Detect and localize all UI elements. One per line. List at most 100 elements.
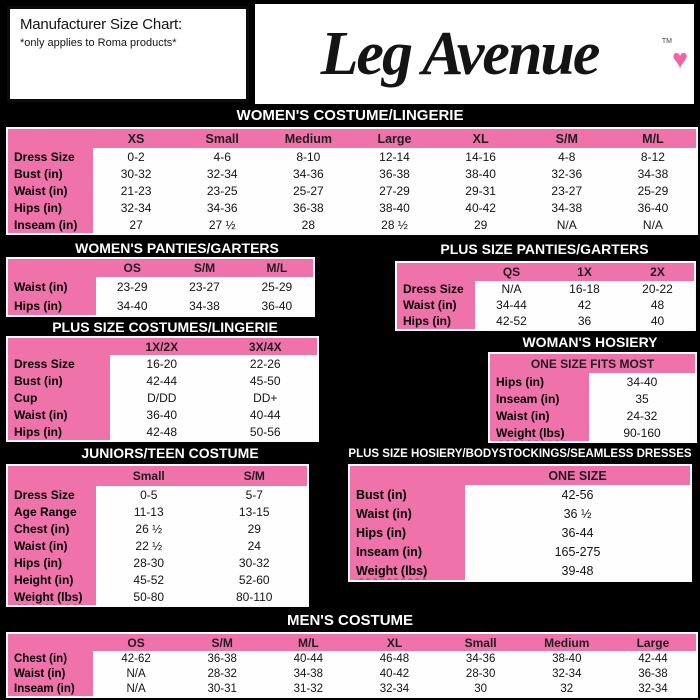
size-table-row: Dress Size 0-5 5-7 [8, 486, 307, 503]
size-value-cell: 34-40 [589, 373, 695, 390]
size-value-cell: 30-32 [93, 165, 180, 182]
size-value-cell: 0-2 [93, 148, 180, 165]
size-table-row: Weight (lbs) 50-80 80-110 [8, 588, 307, 605]
banner-womans-hosiery: WOMAN'S HOSIERY [522, 334, 658, 350]
size-column-header: S/M [179, 634, 266, 651]
size-table-row: Cup D/DD DD+ [8, 389, 317, 406]
size-value-cell: 34-36 [179, 199, 266, 216]
row-label: Waist (in) [8, 537, 96, 554]
size-value-cell: 42-44 [110, 372, 214, 389]
corner-cell [397, 263, 475, 281]
size-header-row: 1X/2X 3X/4X [8, 338, 317, 355]
size-column-header: Small [96, 466, 202, 486]
size-value-cell: 28 ½ [351, 216, 438, 233]
size-value-cell: 27 [93, 216, 180, 233]
size-table-row: Hips (in) 34-40 34-38 36-40 [8, 296, 313, 315]
size-table-row: Hips (in) 28-30 30-32 [8, 554, 307, 571]
size-table-row: Dress Size 16-20 22-26 [8, 355, 317, 372]
size-column-header: 2X [621, 263, 694, 281]
row-label: Waist (in) [8, 277, 96, 296]
size-column-header: 1X [548, 263, 621, 281]
size-value-cell: 32 [523, 681, 610, 696]
size-table-row: Bust (in) 30-32 32-34 34-36 36-38 38-40 32-36 3… [8, 165, 696, 182]
row-label: Waist (in) [8, 406, 110, 423]
row-label: Weight (lbs) [8, 588, 96, 605]
size-value-cell: 40-42 [351, 666, 438, 681]
size-table-row: Waist (in) 36-40 40-44 [8, 406, 317, 423]
size-value-cell: 38-40 [523, 651, 610, 666]
row-label: Inseam (in) [8, 681, 93, 696]
size-value-cell: 50-80 [96, 588, 202, 605]
size-value-cell: 27 ½ [179, 216, 266, 233]
size-value-cell: 36-38 [265, 199, 352, 216]
size-value-cell: 14-16 [437, 148, 524, 165]
size-table-row: Waist (in) N/A 28-32 34-38 40-42 28-30 32-34 36… [8, 666, 696, 681]
size-value-cell: 36 ½ [465, 504, 690, 523]
row-label: Weight (lbs) [350, 561, 465, 580]
size-value-cell: 16-20 [110, 355, 214, 372]
size-header-row: ONE SIZE FITS MOST [490, 354, 695, 373]
size-column-header: S/M [168, 259, 241, 277]
size-value-cell: 25-29 [609, 182, 696, 199]
plus-costumes-table: 1X/2X 3X/4X Dress Size 16-20 22-26 Bust (in) 4… [6, 336, 319, 442]
row-label: Waist (in) [397, 297, 475, 313]
size-value-cell: 28-30 [96, 554, 202, 571]
size-table-row: Inseam (in) 27 27 ½ 28 28 ½ 29 N/A N/A [8, 216, 696, 233]
size-value-cell: 25-29 [240, 277, 313, 296]
size-value-cell: 11-13 [96, 503, 202, 520]
size-header-row: OS S/M M/L XL Small Medium Large [8, 634, 696, 651]
banner-plus-hosiery: PLUS SIZE HOSIERY/BODYSTOCKINGS/SEAMLESS… [348, 448, 692, 460]
row-label: Waist (in) [8, 666, 93, 681]
row-label: Chest (in) [8, 651, 93, 666]
juniors-table: Small S/M Dress Size 0-5 5-7 Age Range 11-13 13… [6, 464, 309, 607]
size-value-cell: 40-44 [213, 406, 317, 423]
size-value-cell: 42-44 [609, 651, 696, 666]
size-column-header: Small [179, 129, 266, 148]
size-value-cell: 32-36 [523, 165, 610, 182]
size-value-cell: 42-52 [475, 313, 548, 329]
row-label: Inseam (in) [490, 390, 589, 407]
size-table-row: Inseam (in) 35 [490, 390, 695, 407]
size-column-header: XL [351, 634, 438, 651]
size-value-cell: 38-40 [437, 165, 524, 182]
corner-cell [8, 129, 93, 148]
size-value-cell: 52-60 [201, 571, 307, 588]
size-value-cell: 42-62 [93, 651, 180, 666]
size-table-row: Chest (in) 26 ½ 29 [8, 520, 307, 537]
size-value-cell: 23-27 [168, 277, 241, 296]
size-column-header: OS [96, 259, 169, 277]
size-value-cell: 36-38 [179, 651, 266, 666]
size-value-cell: 36 [548, 313, 621, 329]
row-label: Hips (in) [8, 296, 96, 315]
corner-cell [8, 634, 93, 651]
size-value-cell: 42-48 [110, 423, 214, 440]
banner-plus-costumes: PLUS SIZE COSTUMES/LINGERIE [52, 319, 278, 335]
size-value-cell: 24 [201, 537, 307, 554]
size-value-cell: 20-22 [621, 281, 694, 297]
size-column-header: 1X/2X [110, 338, 214, 355]
size-value-cell: 36-40 [240, 296, 313, 315]
size-value-cell: 23-29 [96, 277, 169, 296]
size-value-cell: 40-44 [265, 651, 352, 666]
size-header-row: ONE SIZE [350, 466, 690, 485]
size-value-cell: 34-38 [168, 296, 241, 315]
size-value-cell: 22 ½ [96, 537, 202, 554]
size-table-row: Inseam (in) N/A 30-31 31-32 32-34 30 32 32-34 [8, 681, 696, 696]
banner-mens-costume: MEN'S COSTUME [286, 612, 414, 629]
size-table-row: Waist (in) 36 ½ [350, 504, 690, 523]
row-label: Weight (lbs) [490, 424, 589, 441]
size-value-cell: 46-48 [351, 651, 438, 666]
size-column-header: QS [475, 263, 548, 281]
size-value-cell: 45-52 [96, 571, 202, 588]
size-table-row: Inseam (in) 165-275 [350, 542, 690, 561]
row-label: Waist (in) [350, 504, 465, 523]
size-header-row: Small S/M [8, 466, 307, 486]
size-value-cell: 23-25 [179, 182, 266, 199]
size-table-row: Age Range 11-13 13-15 [8, 503, 307, 520]
size-column-header: Large [609, 634, 696, 651]
size-value-cell: 22-26 [213, 355, 317, 372]
heart-icon: ♥ [671, 44, 688, 74]
size-value-cell: 36-44 [465, 523, 690, 542]
size-value-cell: 16-18 [548, 281, 621, 297]
size-table-row: Bust (in) 42-56 [350, 485, 690, 504]
